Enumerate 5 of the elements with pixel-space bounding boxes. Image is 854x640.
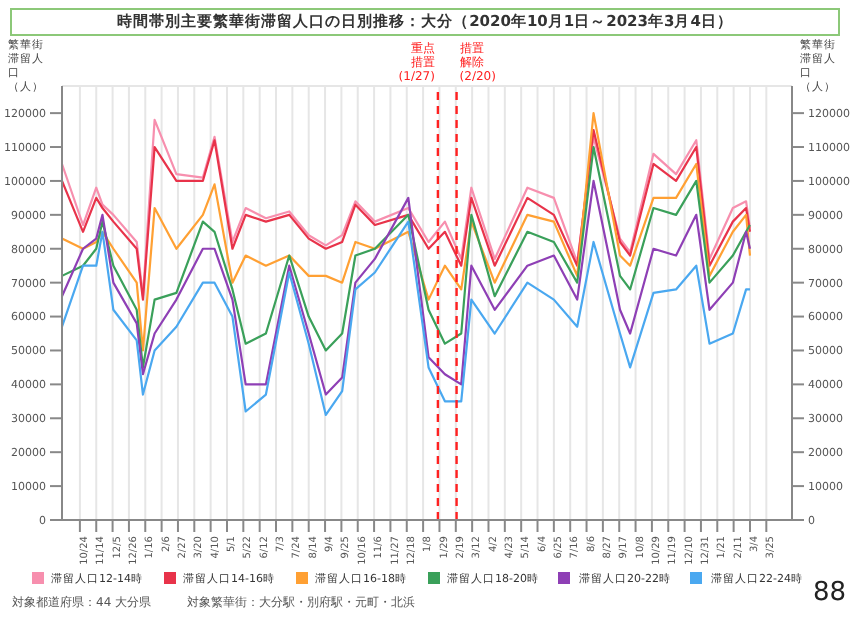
line-series	[62, 145, 752, 369]
line-series	[62, 179, 752, 396]
text: 88	[812, 578, 846, 608]
line-series	[62, 220, 752, 416]
line-series	[62, 112, 752, 352]
